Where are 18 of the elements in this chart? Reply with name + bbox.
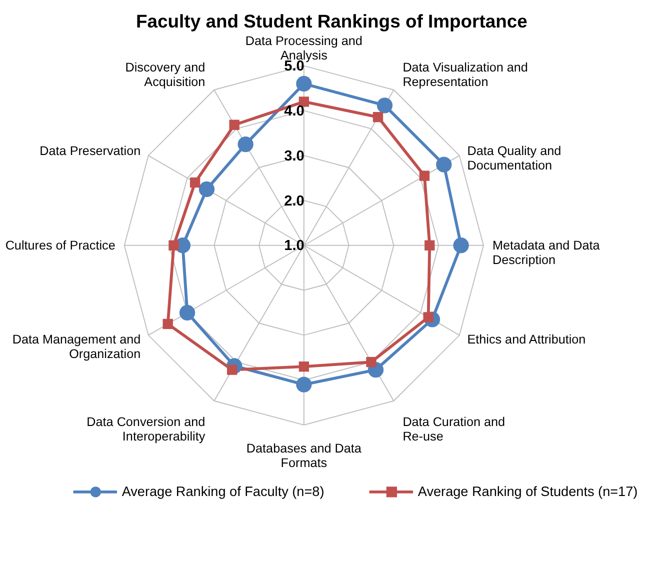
- y-tick-label: 1.0: [284, 238, 304, 254]
- spoke-label: Data Conversion and Interoperability: [86, 415, 206, 444]
- legend-label: Average Ranking of Students (n=17): [418, 484, 638, 499]
- spoke-label: Data Management and Organization: [12, 332, 141, 362]
- y-tick-label: 3.0: [284, 148, 304, 164]
- spoke-label: Ethics and Attribution: [467, 332, 586, 347]
- spoke-label: Databases and Data Formats: [246, 442, 362, 470]
- spoke-label: Data Preservation: [40, 144, 141, 158]
- spoke-label: Metadata and Data Description: [492, 238, 601, 267]
- chart-title: Faculty and Student Rankings of Importance: [136, 10, 528, 32]
- y-tick-label: 2.0: [284, 193, 304, 210]
- legend-label: Average Ranking of Faculty (n=8): [122, 484, 324, 499]
- spoke-label: Data Visualization and Representation: [402, 60, 528, 89]
- spoke-label: Data Quality and Documentation: [467, 144, 562, 173]
- spoke-label: Discovery and Acquisition: [125, 60, 206, 89]
- spoke-label: Data Curation and Re-use: [402, 415, 506, 444]
- spoke-label: Cultures of Practice: [5, 238, 116, 252]
- y-tick-label: 4.0: [284, 104, 304, 120]
